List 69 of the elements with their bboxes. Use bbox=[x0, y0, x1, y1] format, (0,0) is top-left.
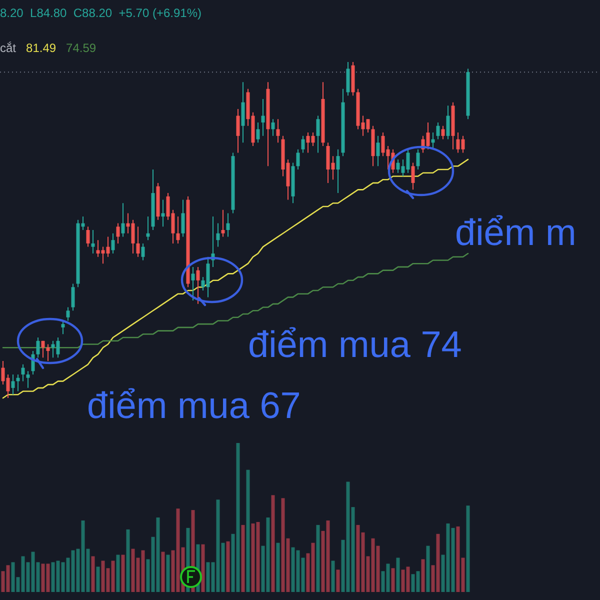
candlestick bbox=[46, 344, 50, 362]
candlestick bbox=[21, 364, 25, 382]
candlestick bbox=[296, 148, 300, 170]
bar bbox=[116, 554, 120, 592]
candlestick bbox=[136, 226, 140, 258]
candlestick bbox=[161, 199, 165, 228]
candlestick bbox=[36, 337, 40, 358]
bar bbox=[91, 556, 95, 592]
candlestick bbox=[336, 148, 340, 194]
bar bbox=[226, 541, 230, 592]
candlestick bbox=[241, 82, 245, 144]
candlestick bbox=[11, 374, 15, 396]
candlestick bbox=[216, 222, 220, 248]
candlestick bbox=[416, 148, 420, 170]
candlestick bbox=[446, 105, 450, 140]
candlestick bbox=[196, 266, 200, 304]
candlestick bbox=[121, 202, 125, 238]
bar bbox=[426, 546, 430, 592]
bar bbox=[391, 568, 395, 592]
candlestick bbox=[261, 98, 265, 136]
bar bbox=[126, 529, 130, 592]
candlestick bbox=[66, 306, 70, 322]
candlestick bbox=[376, 135, 380, 167]
candlestick bbox=[141, 242, 145, 261]
candlestick bbox=[411, 162, 415, 190]
candlestick bbox=[441, 125, 445, 140]
bar bbox=[466, 506, 470, 592]
bar bbox=[96, 566, 100, 592]
bar bbox=[336, 570, 340, 592]
bar bbox=[121, 554, 125, 592]
bar bbox=[246, 470, 250, 592]
candlestick bbox=[221, 209, 225, 238]
candlestick bbox=[86, 226, 90, 248]
text: 8.20 L84.80 C88.20 +5.70 (+6.91%) bbox=[0, 6, 202, 20]
annotation: điểm mua 67 bbox=[87, 385, 301, 426]
candlestick bbox=[176, 216, 180, 244]
candlestick bbox=[316, 115, 320, 154]
candlestick bbox=[26, 370, 30, 388]
legend-title: cắt bbox=[0, 41, 17, 55]
text: 74.59 bbox=[66, 41, 96, 55]
bar bbox=[166, 554, 170, 592]
bar bbox=[421, 559, 425, 592]
candlestick bbox=[256, 122, 260, 144]
candlestick bbox=[71, 283, 75, 312]
candlestick bbox=[226, 212, 230, 238]
annotation: điểm mua 74 bbox=[248, 324, 462, 365]
candlestick bbox=[276, 118, 280, 144]
text: 81.49 bbox=[26, 41, 56, 55]
bar bbox=[201, 544, 205, 592]
candlestick bbox=[271, 118, 275, 136]
candlestick bbox=[346, 62, 350, 96]
candlestick bbox=[436, 122, 440, 140]
bar bbox=[316, 524, 320, 592]
candlestick bbox=[116, 222, 120, 244]
candlestick bbox=[236, 108, 240, 154]
candlestick bbox=[191, 266, 195, 302]
bar bbox=[161, 552, 165, 592]
candlestick bbox=[301, 135, 305, 154]
annotation: điểm m bbox=[455, 212, 576, 253]
bar bbox=[271, 495, 275, 592]
candlestick bbox=[41, 340, 45, 358]
candlestick bbox=[91, 230, 95, 254]
candlestick bbox=[61, 320, 65, 335]
candlestick bbox=[181, 199, 185, 238]
bar bbox=[396, 558, 400, 592]
bar bbox=[276, 542, 280, 592]
candlestick bbox=[111, 232, 115, 254]
bar bbox=[241, 524, 245, 592]
bar bbox=[331, 560, 335, 592]
